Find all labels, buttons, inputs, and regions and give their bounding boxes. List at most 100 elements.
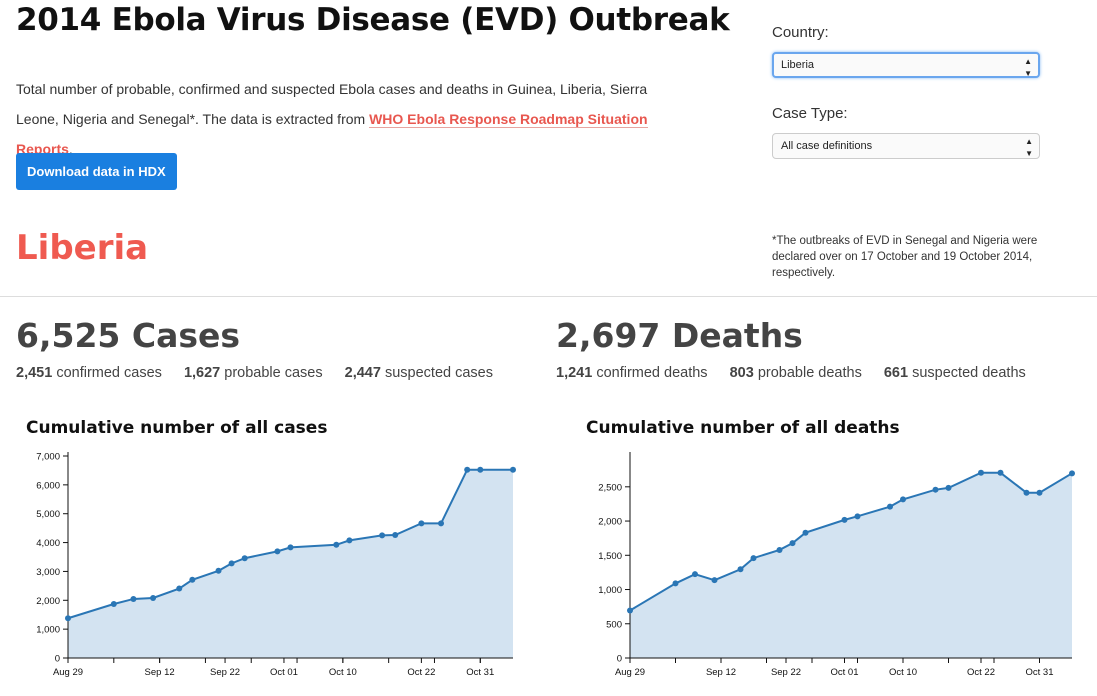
select-arrows-icon: ▲ ▼	[1025, 137, 1033, 158]
deaths-data-point	[900, 496, 906, 503]
case-type-select-value: All case definitions	[781, 140, 873, 152]
country-select[interactable]: Liberia ▲ ▼	[772, 52, 1040, 78]
cases-series-line	[67, 468, 513, 620]
cases-y-tick-label: 5,000	[36, 509, 60, 520]
deaths-total: 2,697 Deaths	[556, 316, 803, 355]
cases-data-point	[392, 532, 399, 539]
probable-cases-label: probable cases	[224, 365, 323, 381]
cases-y-tick-label: 3,000	[36, 567, 60, 578]
suspected-cases-label: suspected cases	[384, 365, 493, 381]
cases-y-tick-label: 1,000	[36, 625, 60, 636]
deaths-x-tick-label: Aug 29	[615, 667, 645, 678]
deaths-data-point	[1023, 489, 1030, 496]
suspected-cases-count: 2,447	[344, 365, 381, 381]
deaths-x-tick-label: Oct 22	[967, 667, 995, 678]
cases-data-point	[110, 601, 117, 608]
cases-data-point	[228, 560, 235, 567]
cases-x-tick-label: Oct 01	[270, 667, 298, 678]
confirmed-cases-count: 2,451	[16, 365, 53, 381]
probable-deaths-label: probable deaths	[757, 365, 862, 381]
deaths-data-point	[802, 529, 809, 536]
deaths-data-point	[932, 486, 939, 493]
download-hdx-button[interactable]: Download data in HDX	[16, 153, 177, 190]
confirmed-deaths-label: confirmed deaths	[596, 365, 708, 381]
deaths-data-point	[1069, 470, 1075, 477]
cases-data-point	[241, 555, 248, 562]
cases-data-point	[333, 541, 340, 548]
deaths-data-point	[854, 513, 861, 520]
cases-y-tick-label: 0	[55, 654, 60, 665]
cases-area	[68, 469, 513, 658]
case-type-label: Case Type:	[772, 105, 848, 122]
deaths-x-tick-label: Oct 01	[831, 667, 859, 678]
deaths-data-point	[627, 607, 633, 614]
cases-x-tick-label: Sep 22	[210, 667, 240, 678]
country-select-value: Liberia	[781, 59, 815, 71]
deaths-x-tick-label: Sep 22	[771, 667, 801, 678]
cases-data-point	[510, 466, 516, 473]
deaths-y-tick-label: 2,500	[598, 482, 622, 493]
deaths-data-point	[789, 540, 796, 547]
cases-data-point	[65, 615, 71, 622]
deaths-data-point	[997, 469, 1004, 476]
deaths-y-tick-label: 500	[606, 619, 622, 630]
deaths-breakdown: 1,241 confirmed deaths 803 probable deat…	[556, 365, 1044, 381]
cases-chart-title: Cumulative number of all cases	[26, 418, 328, 438]
confirmed-deaths-count: 1,241	[556, 365, 593, 381]
cases-data-point	[274, 548, 281, 555]
cases-total: 6,525 Cases	[16, 316, 241, 355]
probable-cases-count: 1,627	[183, 365, 221, 381]
deaths-x-tick-label: Sep 12	[706, 667, 736, 678]
cases-y-tick-label: 4,000	[36, 538, 60, 549]
select-arrows-icon: ▲ ▼	[1024, 57, 1032, 78]
country-heading: Liberia	[16, 228, 149, 268]
intro-paragraph: Total number of probable, confirmed and …	[16, 74, 686, 164]
suspected-deaths-count: 661	[883, 365, 909, 381]
deaths-area	[630, 472, 1072, 658]
deaths-data-point	[711, 577, 718, 584]
probable-deaths-count: 803	[729, 365, 754, 381]
cases-data-point	[130, 595, 137, 602]
deaths-y-tick-label: 2,000	[598, 517, 622, 528]
deaths-y-tick-label: 0	[617, 654, 622, 665]
cases-data-point	[438, 520, 445, 527]
deaths-data-point	[750, 555, 757, 562]
deaths-chart: 0 500 1,000 1,500 2,000 2,500 Aug 29 Sep 12 Sep …	[598, 452, 1075, 678]
cases-data-point	[464, 466, 471, 473]
deaths-y-tick-label: 1,500	[598, 551, 622, 562]
deaths-data-point	[776, 546, 783, 553]
divider	[0, 296, 1097, 297]
deaths-series-line	[629, 471, 1073, 612]
cases-data-point	[477, 466, 484, 473]
cases-x-tick-label: Oct 10	[329, 667, 357, 678]
cases-data-point	[150, 594, 157, 601]
deaths-x-tick-label: Oct 10	[889, 667, 917, 678]
deaths-data-point	[841, 516, 848, 523]
cases-x-tick-label: Aug 29	[53, 667, 83, 678]
deaths-data-point	[887, 503, 893, 510]
cases-data-point	[176, 585, 183, 592]
cases-data-point	[379, 532, 386, 539]
deaths-x-tick-label: Oct 31	[1026, 667, 1054, 678]
cases-x-tick-label: Oct 31	[466, 667, 494, 678]
deaths-y-tick-label: 1,000	[598, 585, 622, 596]
cases-y-tick-label: 7,000	[36, 452, 60, 463]
deaths-chart-title: Cumulative number of all deaths	[586, 418, 900, 438]
cases-x-tick-label: Sep 12	[145, 667, 175, 678]
case-type-select[interactable]: All case definitions ▲ ▼	[772, 133, 1040, 159]
cases-data-point	[346, 537, 353, 544]
deaths-data-point	[672, 580, 679, 587]
confirmed-cases-label: confirmed cases	[56, 365, 162, 381]
deaths-data-point	[945, 484, 952, 491]
deaths-data-point	[692, 571, 698, 578]
deaths-data-point	[978, 469, 984, 476]
cases-x-tick-label: Oct 22	[407, 667, 435, 678]
suspected-deaths-label: suspected deaths	[912, 365, 1026, 381]
cases-y-tick-label: 2,000	[36, 596, 60, 607]
deaths-data-point	[737, 566, 744, 573]
cases-data-point	[215, 567, 222, 574]
intro-end: .	[68, 141, 73, 157]
page-title: 2014 Ebola Virus Disease (EVD) Outbreak	[16, 2, 730, 38]
cases-data-point	[418, 520, 425, 527]
cases-y-tick-label: 6,000	[36, 480, 60, 491]
